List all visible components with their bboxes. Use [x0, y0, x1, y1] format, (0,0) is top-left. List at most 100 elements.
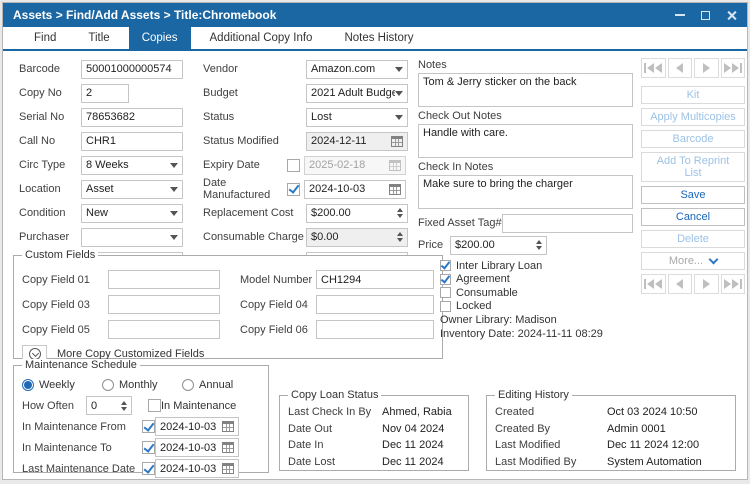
- serial-no-input[interactable]: [81, 107, 183, 127]
- status-modified-value: 2024-12-11: [311, 135, 367, 147]
- location-select[interactable]: Asset: [81, 179, 183, 199]
- check-out-notes-textarea[interactable]: Handle with care.: [418, 124, 633, 158]
- calendar-icon[interactable]: [222, 421, 234, 432]
- copy-field-06-input[interactable]: [316, 320, 434, 339]
- previous-record-button[interactable]: [667, 274, 692, 294]
- calendar-icon[interactable]: [222, 442, 234, 453]
- field-row: Serial No: [19, 105, 183, 129]
- tab-title[interactable]: Title: [88, 32, 110, 44]
- fixed-asset-tag-label: Fixed Asset Tag#: [418, 217, 502, 229]
- notes-column: Notes Tom & Jerry sticker on the back Ch…: [418, 56, 633, 256]
- close-icon[interactable]: [726, 10, 737, 21]
- purchaser-select[interactable]: [81, 227, 183, 247]
- maintenance-frequency-radios: Weekly Monthly Annual: [22, 375, 262, 395]
- field-row: Call No: [19, 129, 183, 153]
- agreement-checkbox[interactable]: [440, 273, 451, 285]
- copy-field-01-input[interactable]: [108, 270, 220, 289]
- condition-select[interactable]: New: [81, 203, 183, 223]
- in-maintenance-to-date[interactable]: 2024-10-03: [155, 438, 239, 457]
- last-record-icon: [723, 279, 731, 289]
- delete-button[interactable]: Delete: [641, 230, 745, 248]
- fixed-asset-tag-input[interactable]: [502, 213, 633, 233]
- vendor-select[interactable]: Amazon.com: [306, 59, 408, 79]
- spinner-arrows-icon[interactable]: [121, 400, 127, 411]
- locked-checkbox[interactable]: [440, 300, 451, 312]
- calendar-icon[interactable]: [389, 183, 401, 195]
- first-record-button[interactable]: [641, 274, 666, 294]
- calendar-icon[interactable]: [389, 159, 401, 171]
- next-record-button[interactable]: [694, 58, 719, 78]
- call-no-input[interactable]: [81, 131, 183, 151]
- minimize-icon[interactable]: [675, 14, 685, 16]
- consumable-checkbox[interactable]: [440, 287, 451, 299]
- first-record-button[interactable]: [641, 58, 666, 78]
- last-maintenance-date-checkbox[interactable]: [142, 462, 155, 475]
- replacement-cost-label: Replacement Cost: [203, 207, 294, 219]
- tab-find[interactable]: Find: [34, 32, 57, 44]
- tab-additional-copy-info[interactable]: Additional Copy Info: [209, 32, 313, 44]
- add-to-reprint-list-button[interactable]: Add To Reprint List: [641, 152, 745, 182]
- in-maintenance-checkbox[interactable]: [148, 399, 161, 412]
- custom-fields-row: Copy Field 05 Copy Field 06: [22, 317, 436, 342]
- created-by-value: Admin 0001: [607, 422, 666, 435]
- field-row: Condition New: [19, 201, 183, 225]
- field-row: Replacement Cost $200.00: [203, 201, 408, 225]
- check-out-notes-label: Check Out Notes: [418, 110, 502, 122]
- inter-library-loan-checkbox[interactable]: [440, 260, 451, 272]
- check-in-notes-textarea[interactable]: Make sure to bring the charger: [418, 175, 633, 209]
- maintenance-date-row: In Maintenance To 2024-10-03: [22, 437, 262, 458]
- apply-multicopies-button[interactable]: Apply Multicopies: [641, 108, 745, 126]
- last-record-button[interactable]: [720, 274, 745, 294]
- status-label: Status: [203, 111, 235, 123]
- inventory-date-text: Inventory Date: 2024-11-11 08:29: [440, 328, 603, 340]
- how-often-label: How Often: [22, 399, 74, 412]
- maximize-icon[interactable]: [701, 10, 710, 20]
- in-maintenance-from-date[interactable]: 2024-10-03: [155, 417, 239, 436]
- monthly-radio[interactable]: Monthly: [102, 379, 182, 391]
- calendar-icon[interactable]: [391, 135, 403, 147]
- date-manufactured-date[interactable]: 2024-10-03: [304, 179, 406, 199]
- in-maintenance-to-checkbox[interactable]: [142, 441, 155, 454]
- how-often-spinner[interactable]: 0: [86, 396, 132, 415]
- date-manufactured-label: Date Manufactured: [203, 177, 271, 201]
- radio-icon: [102, 379, 114, 391]
- price-spinner[interactable]: $200.00: [450, 235, 547, 255]
- loan-status-row: Date Out Nov 04 2024: [288, 421, 462, 438]
- status-select[interactable]: Lost: [306, 107, 408, 127]
- calendar-icon[interactable]: [222, 463, 234, 474]
- tab-notes-history[interactable]: Notes History: [344, 32, 414, 44]
- expiry-date-checkbox[interactable]: [287, 158, 300, 172]
- spinner-arrows-icon[interactable]: [397, 208, 403, 218]
- expand-custom-fields-button[interactable]: [22, 344, 47, 363]
- spinner-arrows-icon[interactable]: [536, 240, 542, 250]
- in-maintenance-from-checkbox[interactable]: [142, 420, 155, 433]
- in-maintenance-from-value: 2024-10-03: [160, 420, 217, 433]
- tab-copies[interactable]: Copies: [128, 27, 191, 49]
- kit-button[interactable]: Kit: [641, 86, 745, 104]
- next-record-button[interactable]: [694, 274, 719, 294]
- barcode-button[interactable]: Barcode: [641, 130, 745, 148]
- monthly-label: Monthly: [119, 379, 158, 391]
- copy-field-05-input[interactable]: [108, 320, 220, 339]
- previous-record-button[interactable]: [667, 58, 692, 78]
- date-manufactured-checkbox[interactable]: [287, 182, 300, 196]
- window-controls: [675, 10, 737, 21]
- replacement-cost-spinner[interactable]: $200.00: [306, 203, 408, 223]
- cancel-button[interactable]: Cancel: [641, 208, 745, 226]
- last-record-button[interactable]: [720, 58, 745, 78]
- copy-field-03-input[interactable]: [108, 295, 220, 314]
- model-number-input[interactable]: [316, 270, 434, 289]
- notes-textarea[interactable]: Tom & Jerry sticker on the back: [418, 73, 633, 107]
- last-maintenance-date-date[interactable]: 2024-10-03: [155, 459, 239, 478]
- annual-radio[interactable]: Annual: [182, 379, 262, 391]
- barcode-input[interactable]: [81, 59, 183, 79]
- budget-select[interactable]: 2021 Adult Budge: [306, 83, 408, 103]
- weekly-radio[interactable]: Weekly: [22, 379, 102, 391]
- circ-type-select[interactable]: 8 Weeks: [81, 155, 183, 175]
- serial-no-label: Serial No: [19, 111, 65, 123]
- copy-field-04-input[interactable]: [316, 295, 434, 314]
- copy-no-input[interactable]: [81, 83, 129, 103]
- how-often-value: 0: [91, 399, 98, 412]
- more-button[interactable]: More...: [641, 252, 745, 270]
- save-button[interactable]: Save: [641, 186, 745, 204]
